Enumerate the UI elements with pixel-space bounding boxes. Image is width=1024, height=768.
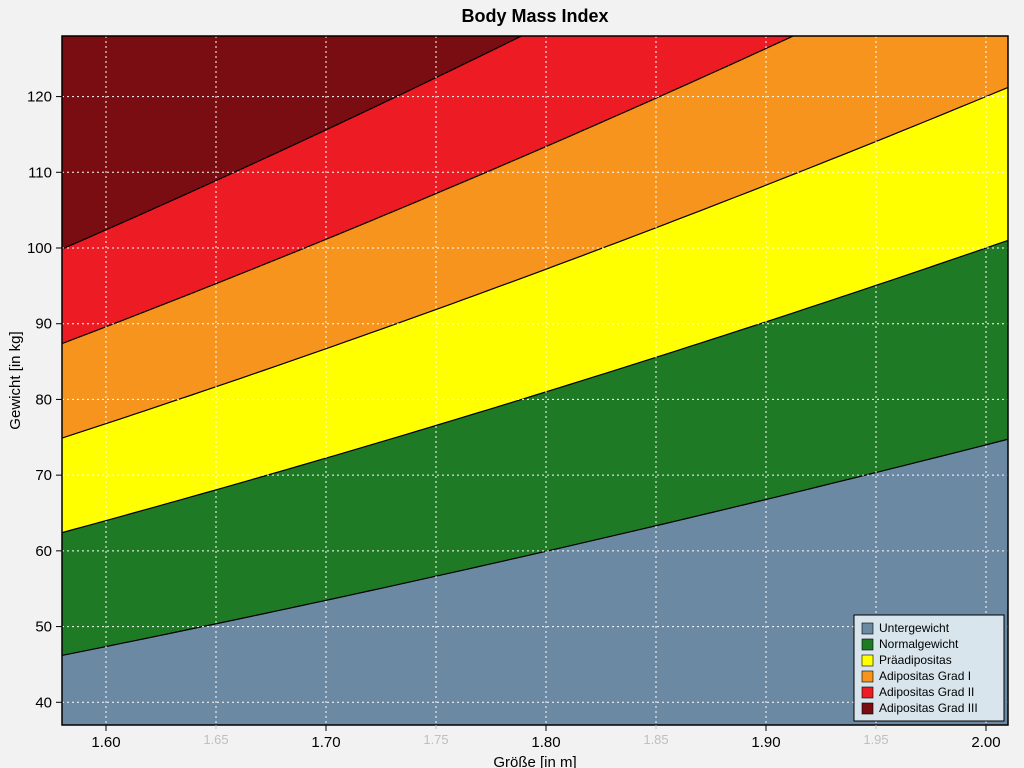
y-tick-label: 40	[35, 694, 52, 711]
legend: Untergewicht Normalgewicht Präadipositas Ad…	[854, 615, 1004, 721]
legend-label: Adipositas Grad II	[879, 685, 974, 699]
y-tick-label: 70	[35, 467, 52, 484]
legend-label: Adipositas Grad III	[879, 701, 978, 715]
x-tick-label: 1.70	[311, 734, 340, 751]
legend-swatch	[862, 703, 873, 714]
y-tick-label: 50	[35, 619, 52, 636]
x-tick-label: 1.80	[531, 734, 560, 751]
x-tick-minor-label: 1.85	[643, 732, 668, 747]
legend-swatch	[862, 639, 873, 650]
y-tick-label: 80	[35, 391, 52, 408]
legend-label: Präadipositas	[879, 653, 952, 667]
x-tick-label: 1.60	[91, 734, 120, 751]
legend-swatch	[862, 671, 873, 682]
y-tick-label: 90	[35, 316, 52, 333]
y-tick-label: 120	[27, 89, 52, 106]
x-tick-label: 2.00	[971, 734, 1000, 751]
x-tick-minor-label: 1.75	[423, 732, 448, 747]
x-tick-minor-label: 1.65	[203, 732, 228, 747]
legend-label: Normalgewicht	[879, 637, 959, 651]
chart-title: Body Mass Index	[461, 6, 608, 26]
legend-label: Untergewicht	[879, 621, 950, 635]
y-tick-label: 60	[35, 543, 52, 560]
x-tick-label: 1.90	[751, 734, 780, 751]
legend-swatch	[862, 623, 873, 634]
y-tick-label: 110	[28, 164, 52, 181]
bmi-chart: Body Mass Index 1.60 1.70 1.80 1.90 2.00 1.65 1…	[0, 0, 1024, 768]
y-tick-label: 100	[27, 240, 52, 257]
legend-swatch	[862, 655, 873, 666]
x-axis-label: Größe [in m]	[493, 754, 576, 768]
legend-swatch	[862, 687, 873, 698]
x-tick-minor-label: 1.95	[863, 732, 888, 747]
y-axis-label: Gewicht [in kg]	[7, 331, 24, 429]
legend-label: Adipositas Grad I	[879, 669, 971, 683]
